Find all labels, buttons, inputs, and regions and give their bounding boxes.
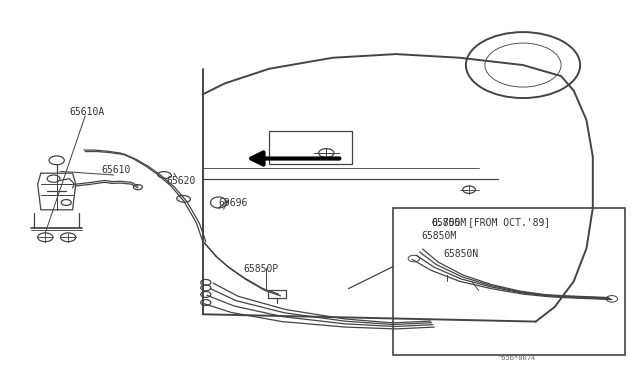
Text: 65620: 65620: [166, 176, 196, 186]
Text: 65850M: 65850M: [431, 218, 467, 228]
Text: 65850P: 65850P: [244, 264, 279, 274]
Text: 65610A: 65610A: [69, 106, 105, 116]
Text: 65850M: 65850M: [422, 231, 457, 241]
Bar: [269, 131, 352, 164]
Bar: [268, 290, 285, 298]
Text: 65850N: 65850N: [444, 250, 479, 259]
Text: [FROM OCT.'89]: [FROM OCT.'89]: [468, 217, 550, 227]
Text: 65610: 65610: [101, 165, 131, 175]
Bar: [393, 208, 625, 355]
Text: 69696: 69696: [218, 198, 248, 208]
Text: 0.705: 0.705: [431, 218, 460, 228]
Text: ^656*0074: ^656*0074: [498, 355, 536, 361]
